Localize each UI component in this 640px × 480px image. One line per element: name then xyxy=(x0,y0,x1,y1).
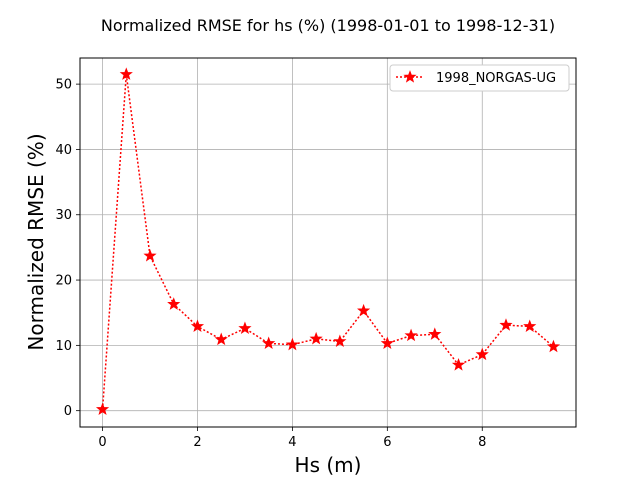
x-tick-label: 2 xyxy=(193,435,201,450)
y-axis-label: Normalized RMSE (%) xyxy=(24,133,48,350)
y-tick-label: 40 xyxy=(55,143,72,158)
data-point-marker xyxy=(380,336,394,350)
data-point-marker xyxy=(95,402,110,415)
data-point-marker xyxy=(238,321,252,334)
data-point-marker xyxy=(404,328,418,342)
data-point-marker xyxy=(309,331,323,345)
legend-box xyxy=(389,64,570,92)
data-point-marker xyxy=(333,334,347,348)
x-tick-label: 0 xyxy=(98,435,106,450)
y-tick-label: 50 xyxy=(55,78,72,93)
data-point-marker xyxy=(143,248,157,262)
data-point-marker xyxy=(428,327,442,340)
series-layer xyxy=(95,67,561,415)
data-point-marker xyxy=(190,319,205,333)
y-tick-label: 0 xyxy=(64,404,72,419)
data-point-marker xyxy=(119,67,133,80)
x-tick-label: 6 xyxy=(383,435,391,450)
data-point-marker xyxy=(285,337,299,351)
data-point-marker xyxy=(451,358,466,371)
y-tick-label: 30 xyxy=(55,208,72,223)
y-tick-label: 20 xyxy=(55,274,72,289)
data-point-marker xyxy=(499,318,513,331)
data-point-marker xyxy=(523,319,537,333)
chart-title: Normalized RMSE for hs (%) (1998-01-01 t… xyxy=(101,16,555,35)
legend-label: 1998_NORGAS-UG xyxy=(436,71,556,86)
data-point-marker xyxy=(357,303,371,317)
plot-area-frame xyxy=(79,57,577,428)
x-axis-label: Hs (m) xyxy=(295,453,362,477)
data-point-marker xyxy=(475,347,489,361)
x-tick-label: 4 xyxy=(288,435,296,450)
y-tick-label: 10 xyxy=(55,339,72,354)
legend: 1998_NORGAS-UG xyxy=(389,64,570,92)
grid xyxy=(80,58,576,427)
x-tick-label: 8 xyxy=(478,435,486,450)
data-point-marker xyxy=(167,297,181,310)
data-point-marker xyxy=(262,336,276,350)
ticks: 0 2 4 6 8 0 10 20 30 40 50 xyxy=(55,78,486,450)
data-point-marker xyxy=(214,332,228,346)
legend-marker-star xyxy=(403,70,417,83)
data-point-marker xyxy=(546,339,561,353)
